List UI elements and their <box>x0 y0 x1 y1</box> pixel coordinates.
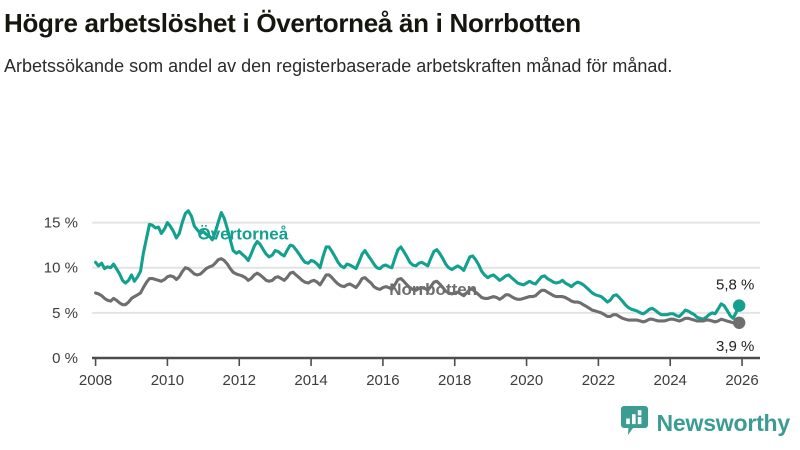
series-label: Norrbotten <box>389 280 477 299</box>
series-line <box>94 209 741 321</box>
series-label: Övertorneå <box>197 225 288 244</box>
y-axis-tick-label: 5 % <box>52 305 78 322</box>
series-end-point <box>732 316 746 329</box>
x-axis-tick-label: 2010 <box>151 372 184 389</box>
x-axis-tick-label: 2008 <box>79 372 112 389</box>
series-end-point <box>732 299 746 312</box>
end-value-overtornea: 5,8 % <box>716 277 754 294</box>
chart-header: Högre arbetslöshet i Övertorneå än i Nor… <box>0 0 800 80</box>
x-axis-tick-label: 2022 <box>582 372 615 389</box>
bar-chart-bubble-icon <box>620 406 648 441</box>
grid-lines <box>92 221 760 314</box>
x-axis-tick-label: 2020 <box>510 372 543 389</box>
x-axis-labels: 2008 2010 2012 2014 2016 2018 2020 2022 2024 2026 <box>79 372 759 389</box>
x-axis-tick-label: 2012 <box>223 372 256 389</box>
x-axis-tick-label: 2014 <box>294 372 327 389</box>
newsworthy-logo[interactable]: Newsworthy <box>620 406 791 441</box>
y-axis-labels: 0 % 5 % 10 % 15 % <box>44 215 78 367</box>
line-chart: 0 %5 %10 %15 % 2008 2010 2012 2014 2016 2018 2… <box>44 209 760 389</box>
x-axis-tick-label: 2018 <box>438 372 471 389</box>
y-axis-tick-label: 0 % <box>52 350 78 367</box>
chart-container: 0 % 5 % 10 % 15 % 2008 2010 2012 2014 2016 2018 2… <box>0 160 800 400</box>
x-axis <box>92 356 760 366</box>
chart-footer: Newsworthy <box>0 402 800 450</box>
x-axis-tick-label: 2016 <box>366 372 399 389</box>
x-axis-tick-label: 2026 <box>725 372 758 389</box>
end-value-norrbotten: 3,9 % <box>716 338 754 355</box>
page-subtitle: Arbetssökande som andel av den registerb… <box>4 56 673 76</box>
y-axis-tick-label: 10 % <box>44 260 78 277</box>
x-axis-tick-label: 2024 <box>654 372 687 389</box>
data-series <box>94 209 746 329</box>
y-axis-tick-label: 15 % <box>44 215 78 232</box>
series-labels: Övertorneå Norrbotten <box>197 225 477 299</box>
series-line <box>94 257 741 325</box>
value-annotations: 5,8 % 3,9 % <box>716 277 754 355</box>
brand-name: Newsworthy <box>656 410 791 436</box>
page-title: Högre arbetslöshet i Övertorneå än i Nor… <box>4 8 581 38</box>
